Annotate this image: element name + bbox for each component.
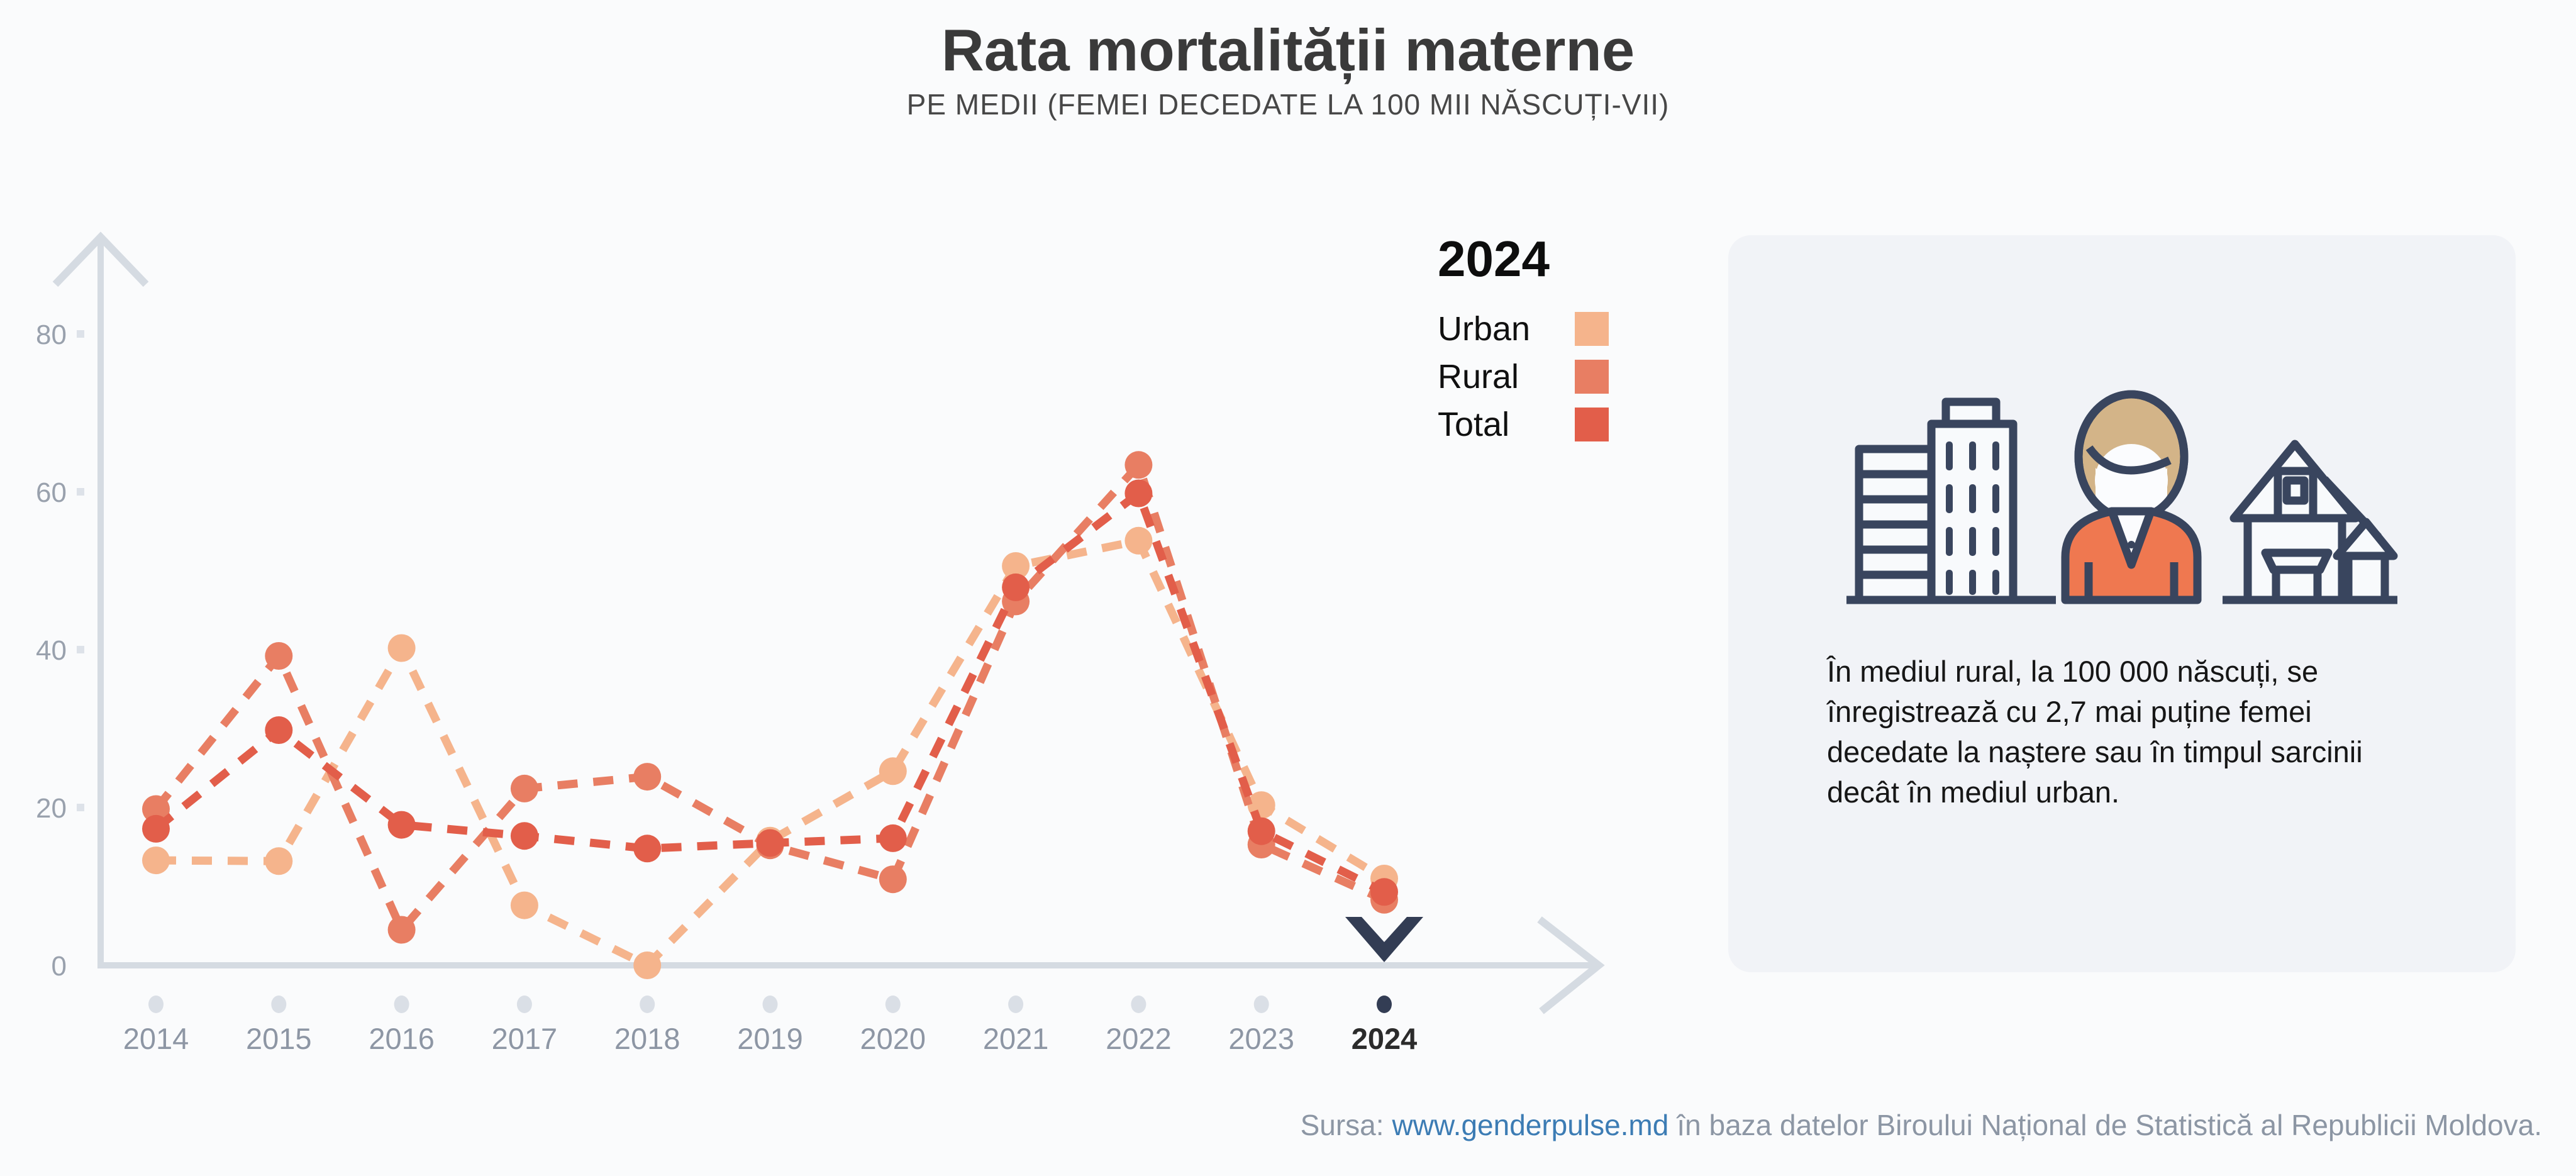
source-prefix: Sursa: [1300, 1109, 1384, 1141]
legend-swatch-urban [1575, 312, 1609, 346]
legend-swatch-total [1575, 408, 1609, 441]
x-year-label[interactable]: 2014 [123, 1022, 189, 1055]
legend-item-rural[interactable]: Rural [1438, 358, 1609, 396]
year-dot[interactable] [1008, 996, 1024, 1013]
year-dot[interactable] [394, 996, 409, 1013]
legend-item-total[interactable]: Total [1438, 406, 1609, 443]
data-point-total-2020[interactable] [879, 824, 907, 852]
data-point-total-2023[interactable] [1247, 817, 1275, 845]
y-tick-label: 20 [36, 793, 67, 824]
year-dot[interactable] [640, 996, 655, 1013]
data-point-urban-2022[interactable] [1124, 526, 1153, 555]
legend-label: Urban [1438, 310, 1531, 348]
y-tick-label: 40 [36, 635, 67, 666]
y-tick [77, 330, 84, 338]
y-tick-label: 80 [36, 319, 67, 350]
data-point-urban-2017[interactable] [510, 891, 538, 919]
page-subtitle: PE MEDII (FEMEI DECEDATE LA 100 MII NĂSC… [906, 88, 1670, 121]
selected-year-heading: 2024 [1438, 231, 1550, 287]
insight-card: În mediul rural, la 100 000 născuți, se … [1728, 235, 2516, 972]
source-line: Sursa: www.genderpulse.md în baza datelo… [1301, 1108, 2542, 1142]
page-title: Rata mortalității materne [941, 17, 1635, 83]
data-point-total-2024[interactable] [1370, 878, 1398, 906]
legend-label: Total [1438, 406, 1510, 443]
data-point-total-2015[interactable] [265, 716, 293, 744]
legend-item-urban[interactable]: Urban [1438, 310, 1609, 348]
y-tick-label: 60 [36, 477, 67, 508]
x-year-label[interactable]: 2017 [492, 1022, 558, 1055]
data-point-total-2022[interactable] [1124, 479, 1153, 508]
year-dot[interactable] [885, 996, 901, 1013]
x-year-label[interactable]: 2015 [246, 1022, 312, 1055]
data-point-urban-2021[interactable] [1002, 552, 1030, 580]
chart-legend: 2024 Urban Rural Total [1438, 234, 1609, 455]
data-point-total-2021[interactable] [1002, 573, 1030, 601]
selected-year-marker-icon[interactable] [1345, 917, 1423, 962]
x-year-label[interactable]: 2022 [1106, 1022, 1172, 1055]
y-tick-label: 0 [52, 951, 67, 982]
data-point-urban-2018[interactable] [633, 951, 662, 979]
year-dot[interactable] [762, 996, 778, 1013]
y-axis-arrow-icon [52, 231, 149, 287]
data-point-total-2014[interactable] [142, 814, 170, 843]
year-dot[interactable] [148, 996, 164, 1013]
x-year-label[interactable]: 2020 [860, 1022, 926, 1055]
data-point-rural-2017[interactable] [510, 774, 538, 802]
city-buildings-icon [1846, 397, 2056, 604]
year-dot[interactable] [1253, 996, 1269, 1013]
data-point-urban-2014[interactable] [142, 846, 170, 875]
y-tick [77, 646, 84, 653]
legend-swatch-rural [1575, 360, 1609, 394]
data-point-urban-2015[interactable] [265, 847, 293, 875]
x-year-label[interactable]: 2016 [369, 1022, 435, 1055]
x-year-label[interactable]: 2021 [983, 1022, 1049, 1055]
data-point-total-2017[interactable] [510, 822, 538, 850]
x-year-label[interactable]: 2023 [1228, 1022, 1294, 1055]
source-link[interactable]: www.genderpulse.md [1392, 1109, 1669, 1141]
x-year-label[interactable]: 2019 [737, 1022, 803, 1055]
woman-icon [2061, 390, 2202, 604]
data-point-urban-2020[interactable] [879, 757, 907, 785]
data-point-urban-2016[interactable] [387, 634, 416, 662]
y-tick [77, 804, 84, 811]
data-point-rural-2016[interactable] [387, 916, 416, 944]
header: Rata mortalității materne PE MEDII (FEME… [0, 18, 2576, 121]
series-line-rural [152, 457, 1386, 938]
data-point-rural-2018[interactable] [633, 763, 662, 791]
y-tick [77, 488, 84, 496]
x-axis-arrow-icon [1537, 916, 1605, 1014]
data-point-total-2019[interactable] [756, 829, 784, 857]
data-point-rural-2020[interactable] [879, 865, 907, 894]
source-suffix: în baza datelor Biroului Național de Sta… [1677, 1109, 2542, 1141]
x-year-label[interactable]: 2018 [614, 1022, 680, 1055]
village-houses-icon [2223, 440, 2398, 604]
year-dot[interactable] [271, 996, 287, 1013]
data-point-total-2018[interactable] [633, 835, 662, 863]
axes [97, 239, 1597, 968]
legend-label: Rural [1438, 358, 1519, 396]
data-point-rural-2014[interactable] [142, 795, 170, 823]
data-point-rural-2022[interactable] [1124, 451, 1153, 479]
year-dot[interactable] [1131, 996, 1146, 1013]
year-dot[interactable] [516, 996, 532, 1013]
urban-woman-rural-illustration [1846, 390, 2398, 604]
x-year-label[interactable]: 2024 [1352, 1022, 1418, 1055]
year-dot-selected[interactable] [1377, 996, 1392, 1013]
insight-text: În mediul rural, la 100 000 născuți, se … [1827, 655, 2363, 809]
data-point-total-2016[interactable] [387, 811, 416, 839]
data-point-rural-2015[interactable] [265, 642, 293, 670]
series-line-urban [155, 536, 1387, 970]
